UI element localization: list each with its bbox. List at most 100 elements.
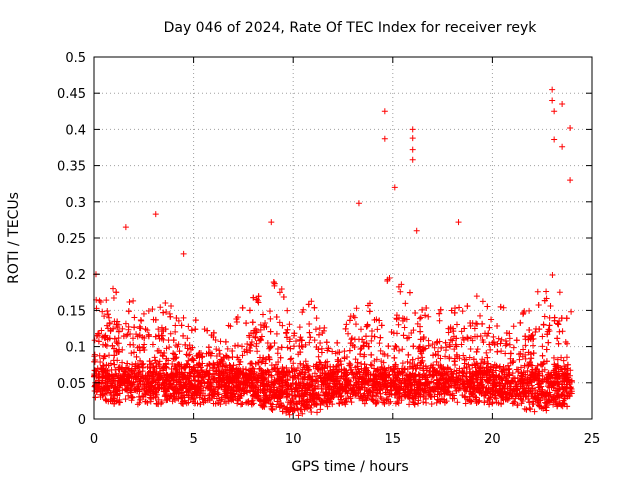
data-point [479, 298, 486, 305]
data-point [122, 364, 129, 371]
data-point [461, 356, 468, 363]
data-point [139, 392, 146, 399]
data-point [323, 339, 330, 346]
data-point [284, 344, 291, 351]
data-point [347, 340, 354, 347]
data-point [274, 345, 281, 352]
data-point [377, 334, 384, 341]
data-point [490, 339, 497, 346]
data-point [98, 327, 105, 334]
data-point [550, 369, 557, 376]
data-point [313, 343, 320, 350]
data-point [327, 398, 334, 405]
data-point [356, 385, 363, 392]
data-point [302, 341, 309, 348]
data-point [233, 316, 240, 323]
data-point [230, 362, 237, 369]
data-point [147, 398, 154, 405]
data-point [390, 366, 397, 373]
data-point [368, 351, 375, 358]
data-point [409, 356, 416, 363]
data-point [311, 337, 318, 344]
data-point [308, 393, 315, 400]
data-point [458, 328, 465, 335]
data-point [100, 384, 107, 391]
data-point [463, 373, 470, 380]
data-point [461, 393, 468, 400]
data-point [204, 385, 211, 392]
data-point [279, 377, 286, 384]
data-point [113, 387, 120, 394]
data-point [297, 360, 304, 367]
data-point [126, 365, 133, 372]
data-point [341, 355, 348, 362]
data-point [336, 390, 343, 397]
data-point [300, 306, 307, 313]
data-point [238, 378, 245, 385]
data-point [419, 357, 426, 364]
data-point [253, 340, 260, 347]
data-point [522, 342, 529, 349]
data-point [130, 335, 137, 342]
data-point [498, 393, 505, 400]
data-point [311, 304, 318, 311]
data-point [509, 359, 516, 366]
data-point [528, 371, 535, 378]
data-point [273, 314, 280, 321]
data-point [520, 346, 527, 353]
data-point [370, 389, 377, 396]
data-point [314, 365, 321, 372]
data-point [210, 364, 217, 371]
data-point [341, 367, 348, 374]
data-point [280, 403, 287, 410]
data-point [558, 315, 565, 322]
data-point [532, 374, 539, 381]
data-point [114, 340, 121, 347]
data-point [300, 391, 307, 398]
data-point [366, 387, 373, 394]
data-point [155, 361, 162, 368]
data-point [401, 324, 408, 331]
data-point [528, 382, 535, 389]
data-point [257, 365, 264, 372]
data-point [560, 357, 567, 364]
data-point [136, 368, 143, 375]
data-point [234, 400, 241, 407]
data-point [100, 355, 107, 362]
data-point [417, 343, 424, 350]
data-point [556, 372, 563, 379]
data-point [198, 387, 205, 394]
data-point [410, 327, 417, 334]
data-point [189, 355, 196, 362]
data-point [407, 359, 414, 366]
data-point [503, 390, 510, 397]
data-point [104, 311, 111, 318]
data-point [127, 341, 134, 348]
data-point [260, 354, 267, 361]
data-point [510, 400, 517, 407]
data-point [174, 343, 181, 350]
data-point [498, 401, 505, 408]
data-point [255, 299, 262, 306]
data-point [264, 340, 271, 347]
data-point [536, 403, 543, 410]
data-point [411, 379, 418, 386]
data-point [460, 370, 467, 377]
data-point [563, 354, 570, 361]
data-point [380, 370, 387, 377]
data-point [405, 384, 412, 391]
data-point [170, 337, 177, 344]
data-point [376, 387, 383, 394]
data-point [378, 358, 385, 365]
data-point [510, 344, 517, 351]
data-point [183, 360, 190, 367]
data-point [197, 364, 204, 371]
data-point [526, 326, 533, 333]
data-point [167, 392, 174, 399]
data-point [168, 303, 175, 310]
data-point [456, 355, 463, 362]
data-point [554, 335, 561, 342]
data-point [450, 382, 457, 389]
data-point [436, 317, 443, 324]
data-point [460, 352, 467, 359]
